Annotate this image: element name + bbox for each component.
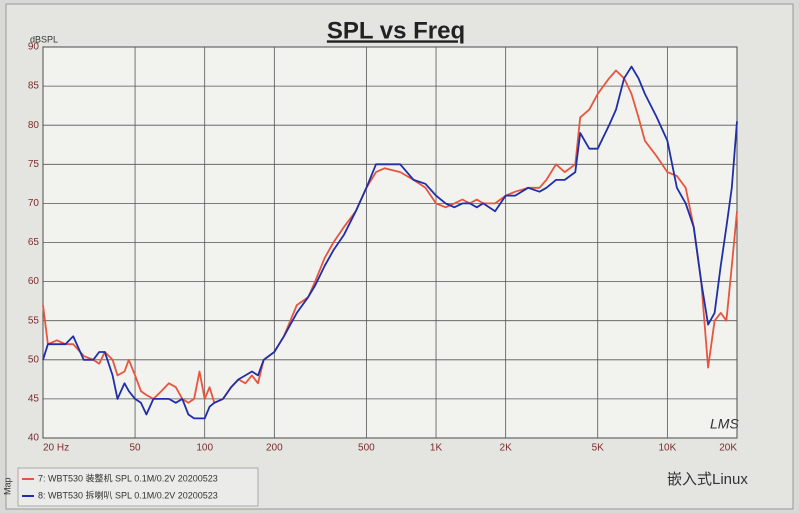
y-tick-label: 85 xyxy=(28,81,40,92)
y-tick-label: 55 xyxy=(28,315,40,326)
x-tick-label: 50 xyxy=(129,443,141,454)
logo: LMS xyxy=(710,416,739,432)
x-tick-label: 100 xyxy=(196,443,213,454)
x-tick-label: 10K xyxy=(658,443,676,454)
x-tick-label: 5K xyxy=(592,443,605,454)
series-line xyxy=(42,65,738,420)
y-tick-label: 65 xyxy=(28,237,40,248)
x-tick-label: 2K xyxy=(500,443,513,454)
side-label: Map xyxy=(2,477,12,495)
y-tick-label: 50 xyxy=(28,354,40,365)
y-tick-label: 75 xyxy=(28,159,40,170)
y-tick-label: 80 xyxy=(28,120,40,131)
y-tick-label: 70 xyxy=(28,198,40,209)
x-tick-label: 20 Hz xyxy=(43,443,69,454)
legend-label: 7: WBT530 装整机 SPL 0.1M/0.2V 20200523 xyxy=(38,472,218,483)
y-tick-label: 40 xyxy=(28,433,40,444)
x-tick-label: 1K xyxy=(430,443,443,454)
y-tick-label: 90 xyxy=(28,42,40,53)
y-tick-label: 45 xyxy=(28,394,40,405)
x-tick-label: 500 xyxy=(358,443,375,454)
watermark: 嵌入式Linux xyxy=(667,471,748,488)
legend-label: 8: WBT530 拆喇叭 SPL 0.1M/0.2V 20200523 xyxy=(38,489,218,500)
chart-title: SPL vs Freq xyxy=(327,17,465,44)
y-tick-label: 60 xyxy=(28,276,40,287)
y-axis-label: dBSPL xyxy=(30,34,58,44)
legend-box xyxy=(17,467,259,507)
x-tick-label: 200 xyxy=(266,443,283,454)
x-tick-label: 20K xyxy=(719,443,737,454)
